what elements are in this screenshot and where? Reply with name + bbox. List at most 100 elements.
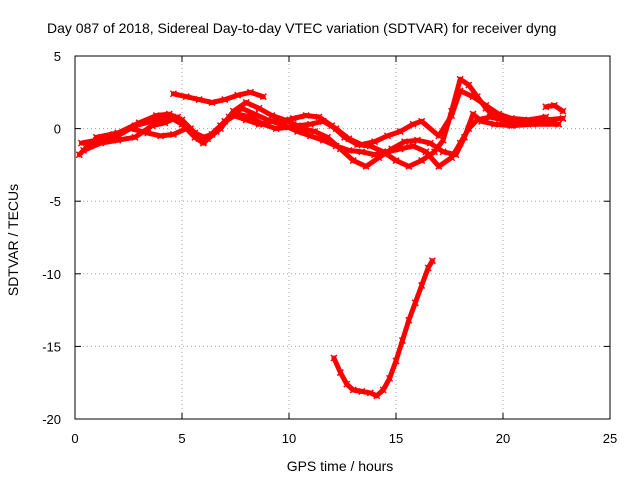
data-point xyxy=(208,98,216,106)
data-point xyxy=(559,114,567,122)
data-point xyxy=(392,357,400,365)
data-point xyxy=(550,101,558,109)
data-point xyxy=(428,257,436,265)
data-point xyxy=(409,120,417,128)
data-point xyxy=(306,120,314,128)
data-point xyxy=(281,122,289,130)
data-point xyxy=(456,87,464,95)
y-axis-label: SDTVAR / TECUs xyxy=(5,184,21,296)
data-point xyxy=(473,116,481,124)
data-point xyxy=(456,139,464,147)
data-point xyxy=(242,116,250,124)
data-point xyxy=(92,133,100,141)
data-point xyxy=(294,127,302,136)
axis-ticks: 0 5 10 15 20 25 -20 -15 -10 -5 0 5 xyxy=(42,49,617,446)
data-point xyxy=(456,75,464,83)
y-tick-label: 0 xyxy=(54,122,61,137)
series-track-6 xyxy=(330,257,436,400)
data-point xyxy=(148,122,156,130)
data-point xyxy=(336,369,344,377)
data-point xyxy=(80,146,88,154)
data-point xyxy=(242,98,250,106)
data-point xyxy=(191,129,199,137)
data-point xyxy=(229,107,237,115)
data-point xyxy=(178,116,186,124)
data-point xyxy=(418,157,426,165)
data-point xyxy=(349,157,357,165)
data-point xyxy=(396,127,404,136)
data-point xyxy=(77,139,85,147)
y-tick-label: -5 xyxy=(49,194,61,209)
data-point xyxy=(281,116,289,124)
data-point xyxy=(332,125,340,133)
data-point xyxy=(405,162,413,170)
data-point xyxy=(371,151,379,159)
data-point xyxy=(272,125,280,133)
data-point xyxy=(169,90,177,98)
data-point xyxy=(302,112,310,120)
data-point xyxy=(114,136,122,144)
data-point xyxy=(157,132,165,140)
data-point xyxy=(411,299,419,307)
data-point xyxy=(525,116,533,124)
data-point xyxy=(195,96,203,104)
data-point xyxy=(426,139,434,147)
data-point xyxy=(330,354,338,362)
x-tick-label: 5 xyxy=(178,431,185,446)
data-point xyxy=(435,132,443,140)
data-point xyxy=(373,392,381,400)
data-point xyxy=(268,117,276,125)
chart-title: Day 087 of 2018, Sidereal Day-to-day VTE… xyxy=(47,20,556,36)
data-point xyxy=(542,103,550,111)
data-point xyxy=(542,113,550,121)
data-point xyxy=(358,141,366,149)
data-point xyxy=(422,148,430,156)
data-point xyxy=(362,162,370,170)
data-point xyxy=(345,146,353,154)
data-point xyxy=(343,380,351,388)
data-layer xyxy=(75,75,567,400)
data-point xyxy=(559,107,567,115)
data-point xyxy=(465,81,473,89)
data-point xyxy=(469,110,477,118)
y-tick-label: -20 xyxy=(42,412,61,427)
data-point xyxy=(306,132,314,140)
data-point xyxy=(319,117,327,125)
data-point xyxy=(418,281,426,289)
grid xyxy=(75,56,610,419)
data-point xyxy=(349,386,357,394)
data-point xyxy=(424,264,432,272)
data-point xyxy=(392,157,400,165)
data-point xyxy=(405,316,413,324)
data-point xyxy=(332,142,340,150)
data-point xyxy=(490,120,498,128)
plot-frame xyxy=(74,55,611,420)
data-point xyxy=(418,117,426,125)
y-tick-label: -10 xyxy=(42,267,61,282)
data-point xyxy=(259,93,267,101)
data-point xyxy=(358,148,366,156)
data-point xyxy=(165,110,173,118)
data-point xyxy=(358,387,366,395)
data-point xyxy=(294,122,302,130)
x-tick-label: 25 xyxy=(603,431,617,446)
data-point xyxy=(268,112,276,120)
data-point xyxy=(182,93,190,101)
data-point xyxy=(371,138,379,146)
data-point xyxy=(439,148,447,156)
data-point xyxy=(396,145,404,153)
x-tick-label: 15 xyxy=(389,431,403,446)
x-axis-label: GPS time / hours xyxy=(287,458,394,474)
data-point xyxy=(114,129,122,137)
data-point xyxy=(386,374,394,382)
x-tick-label: 20 xyxy=(496,431,510,446)
data-point xyxy=(379,386,387,394)
series-track xyxy=(331,258,435,399)
series-track xyxy=(170,89,266,105)
data-point xyxy=(255,120,263,128)
data-point xyxy=(550,119,558,127)
x-tick-label: 10 xyxy=(282,431,296,446)
data-point xyxy=(448,112,456,120)
data-point xyxy=(383,132,391,140)
